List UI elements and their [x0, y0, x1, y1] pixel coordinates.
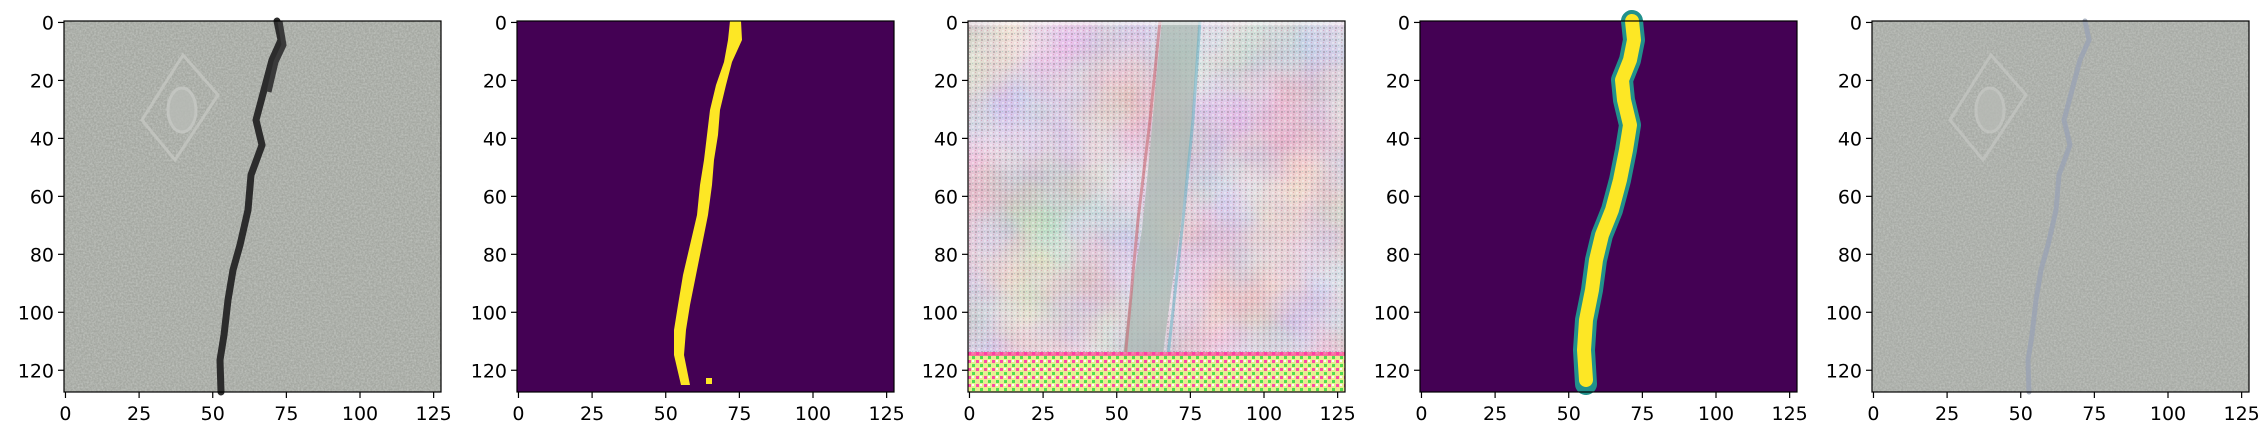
x-tick-label: 75 [1630, 403, 1654, 425]
x-tick-label: 0 [59, 403, 71, 425]
x-tick-label: 125 [416, 403, 452, 425]
x-tick-label: 25 [580, 403, 604, 425]
y-tick-label: 40 [934, 128, 958, 150]
x-tick-label: 100 [2150, 403, 2186, 425]
y-tick-label: 100 [18, 302, 54, 324]
x-tick-label: 0 [1415, 403, 1427, 425]
y-tick-label: 20 [30, 70, 54, 92]
panel-input-photo [63, 17, 442, 396]
y-tick-label: 120 [922, 360, 958, 382]
y-tick-label: 0 [1398, 12, 1410, 34]
y-tick-label: 0 [1850, 12, 1862, 34]
y-tick-label: 20 [1838, 70, 1862, 92]
x-tick-label: 100 [1246, 403, 1282, 425]
x-tick-label: 0 [512, 403, 524, 425]
y-tick-label: 80 [1386, 244, 1410, 266]
x-tick-label: 75 [274, 403, 298, 425]
x-tick-label: 25 [127, 403, 151, 425]
x-tick-label: 125 [869, 403, 905, 425]
y-tick-label: 120 [1826, 360, 1862, 382]
y-tick-label: 60 [1386, 186, 1410, 208]
y-tick-label: 40 [483, 128, 507, 150]
x-tick-label: 125 [1772, 403, 1808, 425]
faded-crack-line [2025, 18, 2092, 395]
y-tick-label: 120 [1374, 360, 1410, 382]
panel-predicted-mask [1419, 10, 1798, 395]
y-tick-label: 60 [30, 186, 54, 208]
y-tick-label: 60 [1838, 186, 1862, 208]
x-tick-label: 100 [1698, 403, 1734, 425]
y-tick-label: 40 [1386, 128, 1410, 150]
x-tick-label: 50 [654, 403, 678, 425]
panel-noisy-reconstruction [967, 20, 1346, 393]
y-tick-label: 0 [495, 12, 507, 34]
y-tick-label: 20 [934, 70, 958, 92]
crack-line [216, 17, 285, 396]
x-tick-label: 125 [1320, 403, 1356, 425]
y-tick-label: 120 [471, 360, 507, 382]
y-tick-label: 80 [483, 244, 507, 266]
x-tick-label: 100 [342, 403, 378, 425]
engraved-mark [140, 52, 220, 163]
x-tick-label: 100 [795, 403, 831, 425]
y-tick-label: 20 [483, 70, 507, 92]
x-tick-label: 25 [1031, 403, 1055, 425]
y-tick-label: 100 [471, 302, 507, 324]
y-tick-label: 100 [922, 302, 958, 324]
y-tick-label: 60 [934, 186, 958, 208]
y-tick-label: 0 [42, 12, 54, 34]
x-tick-label: 75 [2082, 403, 2106, 425]
panel-ground-truth-mask [516, 20, 895, 393]
y-tick-label: 40 [30, 128, 54, 150]
y-tick-label: 80 [30, 244, 54, 266]
x-tick-label: 75 [727, 403, 751, 425]
x-tick-label: 75 [1178, 403, 1202, 425]
x-tick-label: 25 [1935, 403, 1959, 425]
x-tick-label: 50 [1105, 403, 1129, 425]
y-tick-label: 120 [18, 360, 54, 382]
x-tick-label: 125 [2224, 403, 2259, 425]
y-tick-label: 80 [934, 244, 958, 266]
x-tick-label: 25 [1483, 403, 1507, 425]
y-tick-label: 60 [483, 186, 507, 208]
mask-crack [674, 21, 742, 385]
y-tick-label: 80 [1838, 244, 1862, 266]
y-tick-label: 0 [946, 12, 958, 34]
x-tick-label: 0 [963, 403, 975, 425]
x-tick-label: 50 [2009, 403, 2033, 425]
x-tick-label: 0 [1867, 403, 1879, 425]
y-tick-label: 100 [1826, 302, 1862, 324]
panel-faded-reconstruction [1871, 18, 2250, 395]
y-tick-label: 100 [1374, 302, 1410, 324]
predicted-crack-core [1577, 14, 1641, 387]
y-tick-label: 40 [1838, 128, 1862, 150]
x-tick-label: 50 [201, 403, 225, 425]
reconstructed-crack-band [1118, 21, 1200, 392]
y-tick-label: 20 [1386, 70, 1410, 92]
x-tick-label: 50 [1557, 403, 1581, 425]
artifact-strip [968, 352, 1345, 392]
